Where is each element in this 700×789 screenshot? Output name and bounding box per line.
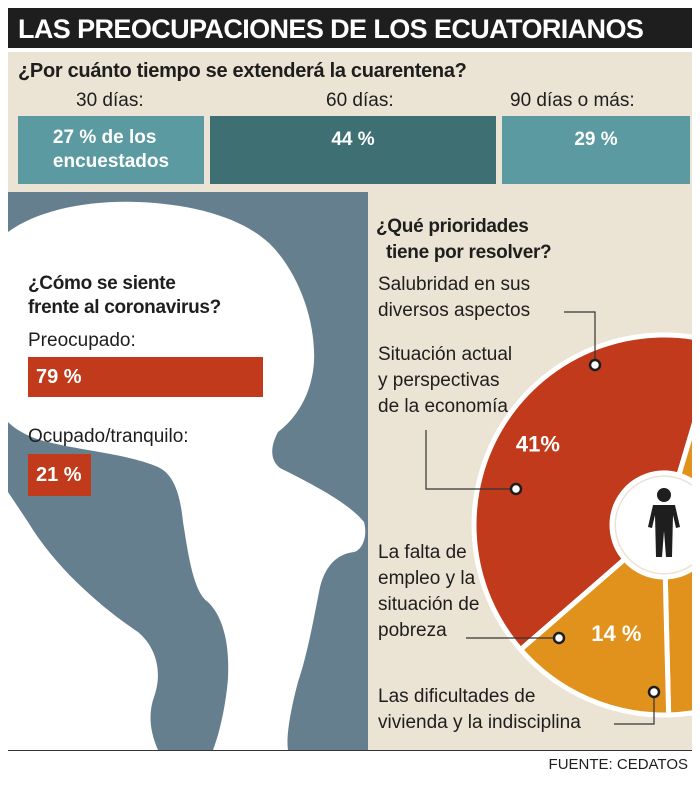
- donut-slice-empleo: [662, 565, 692, 718]
- quarantine-bar-30-text-1: 27 % de los: [52, 127, 157, 148]
- footer: FUENTE: CEDATOS: [8, 750, 692, 778]
- quarantine-label-90: 90 días o más:: [510, 90, 635, 111]
- feeling-bar-ocupado: 21 %: [28, 454, 91, 496]
- leader-line-vivienda: [614, 692, 655, 725]
- priorities-donut-chart: 41%24 %21%14 %: [425, 311, 692, 725]
- feeling-question-line-1: ¿Cómo se siente: [28, 273, 176, 294]
- feeling-label-ocupado: Ocupado/tranquilo:: [28, 426, 189, 447]
- priorities-question-line-2: tiene por resolver?: [386, 242, 552, 263]
- person-silhouette-illustration: [8, 201, 366, 750]
- quarantine-bar-30-text-2: encuestados: [52, 151, 170, 172]
- feeling-bar-preocupado-text: 79 %: [36, 365, 82, 388]
- feeling-bar-ocupado-text: 21 %: [36, 463, 82, 486]
- priority-label-economia: Situación actual y perspectivas de la ec…: [378, 342, 512, 420]
- donut-center: [616, 477, 692, 573]
- quarantine-bar-90-text: 29 %: [574, 129, 618, 150]
- leader-dot-empleo: [552, 631, 566, 645]
- donut-slice-vivienda: [517, 555, 672, 718]
- silhouette-shape: [8, 201, 366, 750]
- priority-label-economia-line-3: de la economía: [378, 396, 508, 417]
- leader-dot-salubridad: [588, 358, 602, 372]
- quarantine-label-60: 60 días:: [326, 90, 394, 111]
- priority-label-empleo-line-1: La falta de: [378, 542, 467, 563]
- page-title: LAS PREOCUPACIONES DE LOS ECUATORIANOS: [18, 14, 644, 44]
- donut-value-salubridad: 41%: [516, 432, 560, 457]
- source-note: FUENTE: CEDATOS: [548, 756, 688, 773]
- priority-label-salubridad: Salubridad en sus diversos aspectos: [378, 272, 530, 324]
- quarantine-question: ¿Por cuánto tiempo se extenderá la cuare…: [18, 60, 467, 82]
- priority-label-vivienda: Las dificultades de vivienda y la indisc…: [378, 684, 581, 736]
- priority-label-empleo-line-3: situación de: [378, 594, 480, 615]
- quarantine-panel: ¿Por cuánto tiempo se extenderá la cuare…: [8, 52, 692, 192]
- feeling-question-line-2: frente al coronavirus?: [28, 297, 221, 318]
- quarantine-bar-60: 44 %: [210, 116, 496, 184]
- leader-line-economia: [425, 430, 516, 490]
- leader-dot-vivienda: [647, 685, 661, 699]
- priority-label-vivienda-line-1: Las dificultades de: [378, 686, 536, 707]
- priority-label-salubridad-line-2: diversos aspectos: [378, 300, 531, 321]
- silhouette-shape-lower: [8, 492, 158, 750]
- quarantine-bar-30: 27 % de los encuestados: [18, 116, 204, 184]
- donut-slice-salubridad: [471, 332, 692, 654]
- priority-label-empleo-line-2: empleo y la: [378, 568, 476, 589]
- leader-line-salubridad: [564, 311, 596, 365]
- feeling-panel: ¿Cómo se siente frente al coronavirus? P…: [8, 192, 368, 750]
- priority-label-economia-line-1: Situación actual: [378, 344, 513, 365]
- priorities-question: ¿Qué prioridades tiene por resolver?: [376, 214, 552, 266]
- leader-dot-economia: [509, 482, 523, 496]
- feeling-bar-preocupado: 79 %: [28, 357, 263, 397]
- person-icon: [648, 488, 680, 557]
- quarantine-label-30: 30 días:: [76, 90, 144, 111]
- feeling-label-preocupado: Preocupado:: [28, 330, 136, 351]
- title-bar: LAS PREOCUPACIONES DE LOS ECUATORIANOS: [8, 8, 692, 48]
- priority-label-salubridad-line-1: Salubridad en sus: [378, 274, 531, 295]
- feeling-question: ¿Cómo se siente frente al coronavirus?: [28, 272, 221, 320]
- priorities-panel: 41%24 %21%14 % ¿Qué prioridades tiene po…: [368, 192, 692, 750]
- donut-slice-economia: [675, 422, 692, 485]
- priorities-question-line-1: ¿Qué prioridades: [376, 216, 529, 237]
- priority-label-empleo: La falta de empleo y la situación de pob…: [378, 540, 479, 644]
- priority-label-economia-line-2: y perspectivas: [378, 370, 500, 391]
- priority-label-empleo-line-4: pobreza: [378, 620, 447, 641]
- priority-label-vivienda-line-2: vivienda y la indisciplina: [378, 712, 581, 733]
- quarantine-bar-60-text: 44 %: [331, 129, 375, 150]
- quarantine-bar-90: 29 %: [502, 116, 690, 184]
- donut-value-vivienda: 14 %: [591, 621, 641, 646]
